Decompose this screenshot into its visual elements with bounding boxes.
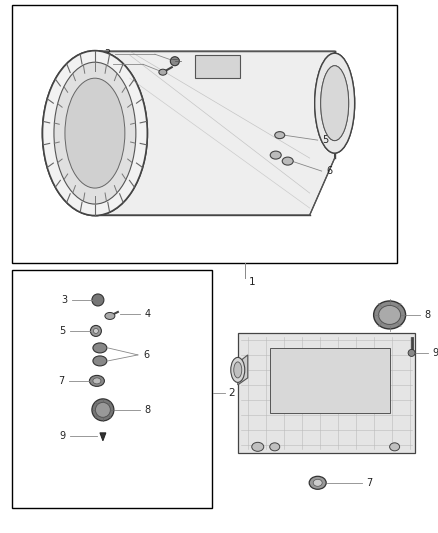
Polygon shape xyxy=(195,55,240,78)
Text: 9: 9 xyxy=(432,348,438,358)
Text: 7: 7 xyxy=(367,478,373,488)
Ellipse shape xyxy=(378,305,401,325)
Ellipse shape xyxy=(275,132,285,139)
Ellipse shape xyxy=(321,66,349,141)
Text: 7: 7 xyxy=(58,376,64,386)
Ellipse shape xyxy=(408,350,415,357)
Text: 6: 6 xyxy=(327,166,333,176)
Text: 2: 2 xyxy=(229,388,235,398)
Ellipse shape xyxy=(314,53,355,153)
Ellipse shape xyxy=(270,151,281,159)
Ellipse shape xyxy=(321,66,349,141)
Polygon shape xyxy=(238,333,415,453)
Bar xyxy=(12,5,397,263)
Ellipse shape xyxy=(89,375,104,386)
Text: 8: 8 xyxy=(424,310,431,320)
Ellipse shape xyxy=(159,69,167,75)
Ellipse shape xyxy=(270,443,280,451)
Ellipse shape xyxy=(92,399,114,421)
Text: 3: 3 xyxy=(104,49,110,59)
Ellipse shape xyxy=(95,402,110,417)
Ellipse shape xyxy=(313,479,322,486)
Ellipse shape xyxy=(374,301,406,329)
Ellipse shape xyxy=(93,356,107,366)
Ellipse shape xyxy=(93,378,101,384)
Ellipse shape xyxy=(65,78,125,188)
Text: 1: 1 xyxy=(248,277,255,287)
Text: 6: 6 xyxy=(144,350,150,360)
Ellipse shape xyxy=(390,443,399,451)
Ellipse shape xyxy=(54,62,136,204)
Ellipse shape xyxy=(42,51,147,215)
Ellipse shape xyxy=(90,326,102,336)
Text: 5: 5 xyxy=(322,135,329,145)
Polygon shape xyxy=(238,355,248,385)
Ellipse shape xyxy=(170,56,179,66)
Ellipse shape xyxy=(92,294,104,306)
Ellipse shape xyxy=(231,358,245,382)
Ellipse shape xyxy=(93,343,107,353)
Text: 4: 4 xyxy=(145,309,151,319)
Text: 5: 5 xyxy=(59,326,65,336)
Ellipse shape xyxy=(105,312,115,319)
Ellipse shape xyxy=(93,328,99,334)
Ellipse shape xyxy=(309,477,326,489)
Text: 9: 9 xyxy=(59,431,65,441)
Ellipse shape xyxy=(314,53,355,153)
Ellipse shape xyxy=(42,51,147,215)
Bar xyxy=(12,270,212,508)
Text: 3: 3 xyxy=(61,295,67,305)
Polygon shape xyxy=(100,433,106,441)
Ellipse shape xyxy=(65,78,125,188)
Ellipse shape xyxy=(252,442,264,451)
Text: 8: 8 xyxy=(145,405,151,415)
Text: 4: 4 xyxy=(102,59,108,69)
Bar xyxy=(270,348,390,413)
Polygon shape xyxy=(95,51,335,215)
Ellipse shape xyxy=(54,62,136,204)
Ellipse shape xyxy=(234,362,242,378)
Ellipse shape xyxy=(282,157,293,165)
